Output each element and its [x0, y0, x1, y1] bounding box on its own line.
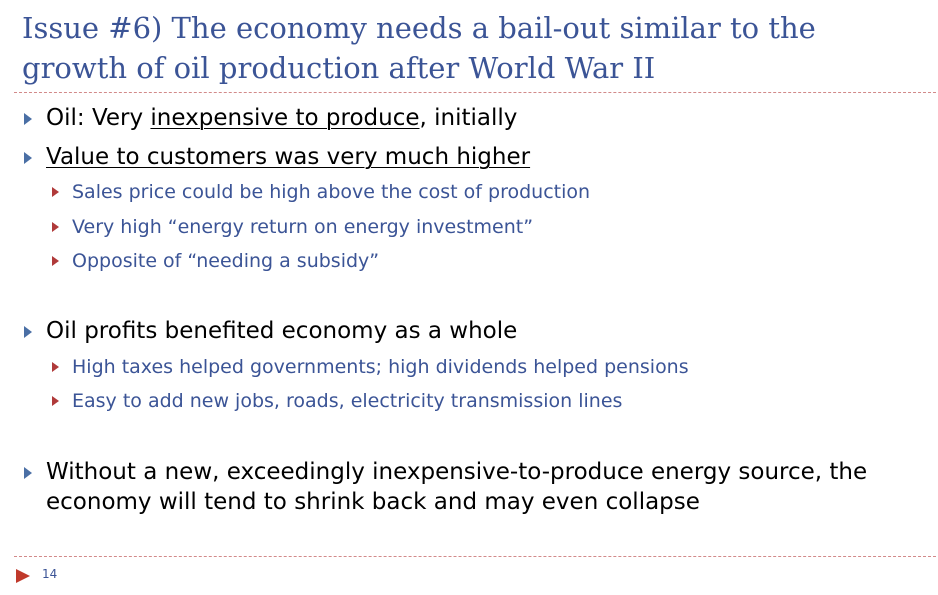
bullet-item: Oil profits benefited economy as a whole	[24, 316, 517, 346]
bullet-text: Oil profits benefited economy as a whole	[46, 318, 518, 344]
sub-bullet-item: Very high “energy return on energy inves…	[52, 215, 533, 239]
page-number: 14	[42, 567, 58, 581]
triangle-bullet-icon	[24, 467, 32, 479]
sub-bullet-text: Very high “energy return on energy inves…	[72, 216, 534, 238]
sub-bullet-text: High taxes helped governments; high divi…	[72, 356, 689, 378]
triangle-bullet-icon	[52, 222, 59, 232]
sub-bullet-item: Easy to add new jobs, roads, electricity…	[52, 389, 622, 413]
triangle-bullet-icon	[24, 113, 32, 125]
triangle-bullet-icon	[24, 326, 32, 338]
bullet-item: Value to customers was very much higher	[24, 142, 530, 172]
sub-bullet-item: High taxes helped governments; high divi…	[52, 355, 689, 379]
triangle-bullet-icon	[24, 152, 32, 164]
bullet-text: Without a new, exceedingly inexpensive-t…	[46, 459, 868, 515]
slide-title: Issue #6) The economy needs a bail-out s…	[22, 11, 816, 85]
bullet-text-prefix: Oil: Very	[46, 105, 151, 131]
triangle-bullet-icon	[52, 256, 59, 266]
bullet-text-underlined: Value to customers was very much higher	[46, 144, 531, 170]
title-divider	[14, 92, 936, 93]
play-triangle-icon	[16, 569, 30, 583]
footer-divider	[14, 556, 936, 557]
sub-bullet-text: Easy to add new jobs, roads, electricity…	[72, 390, 623, 412]
triangle-bullet-icon	[52, 396, 59, 406]
bullet-text: Oil: Very inexpensive to produce, initia…	[46, 103, 517, 133]
triangle-bullet-icon	[52, 187, 59, 197]
triangle-bullet-icon	[52, 362, 59, 372]
sub-bullet-text: Sales price could be high above the cost…	[72, 181, 591, 203]
sub-bullet-text: Opposite of “needing a subsidy”	[72, 250, 380, 272]
bullet-item: Without a new, exceedingly inexpensive-t…	[24, 457, 904, 517]
bullet-item: Oil: Very inexpensive to produce, initia…	[24, 103, 517, 133]
sub-bullet-item: Sales price could be high above the cost…	[52, 180, 590, 204]
bullet-text-underlined: inexpensive to produce	[150, 105, 420, 131]
sub-bullet-item: Opposite of “needing a subsidy”	[52, 249, 379, 273]
bullet-text-suffix: , initially	[419, 105, 518, 131]
